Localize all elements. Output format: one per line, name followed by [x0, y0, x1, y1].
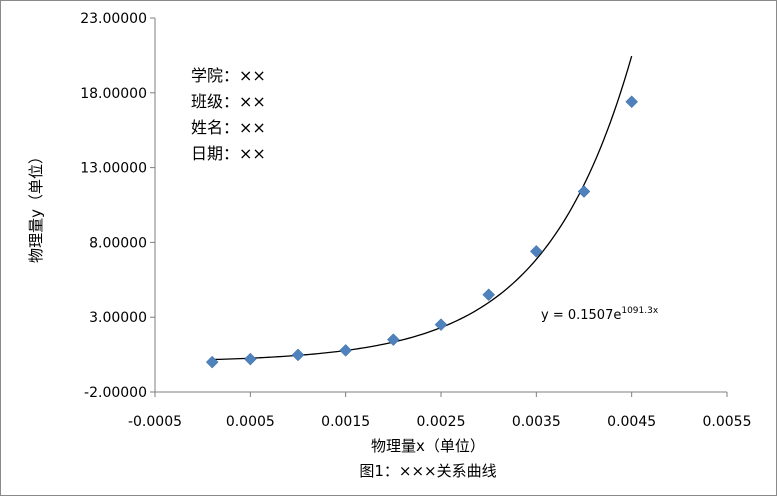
info-line-college: 学院：××	[191, 66, 266, 85]
info-line-date: 日期：××	[191, 144, 266, 163]
x-tick-label: -0.0005	[128, 414, 182, 430]
data-point	[243, 352, 257, 366]
trendline-equation-exponent: 1091.3x	[621, 306, 658, 316]
figure-caption: 图1：×××关系曲线	[359, 462, 496, 480]
data-point	[529, 245, 543, 258]
y-tick-label: 18.00000	[80, 86, 147, 102]
y-axis-title: 物理量y（单位）	[27, 149, 45, 263]
x-tick-label: 0.0025	[417, 414, 466, 430]
data-point	[386, 333, 400, 346]
x-axis-title: 物理量x（单位）	[371, 437, 485, 455]
x-tick-label: 0.0015	[321, 414, 370, 430]
data-point	[205, 355, 219, 369]
x-tick-label: 0.0045	[607, 414, 656, 430]
data-point	[625, 95, 639, 109]
ticks: -2.00000 3.00000 8.00000 13.00000 18.00000 23…	[80, 11, 751, 430]
trendline-curve	[212, 55, 633, 361]
y-tick-label: 8.00000	[89, 235, 147, 251]
x-tick-label: 0.0055	[703, 414, 752, 430]
y-tick-label: 13.00000	[80, 161, 147, 177]
data-point	[434, 318, 448, 332]
data-point	[291, 348, 305, 362]
info-line-name: 姓名：××	[191, 118, 266, 137]
data-point	[339, 344, 353, 357]
y-tick-label: 3.00000	[89, 310, 147, 326]
x-tick-label: 0.0005	[226, 414, 275, 430]
y-tick-label: -2.00000	[84, 385, 147, 401]
info-line-class: 班级：××	[191, 92, 266, 111]
info-block: 学院：×× 班级：×× 姓名：×× 日期：××	[191, 66, 266, 163]
data-point	[482, 288, 496, 302]
y-tick-label: 23.00000	[80, 11, 147, 27]
data-point	[577, 185, 591, 198]
x-tick-label: 0.0035	[512, 414, 561, 430]
trendline-equation-main: y = 0.1507e	[541, 308, 621, 323]
trendline-equation: y = 0.1507e1091.3x	[541, 306, 659, 323]
data-points	[205, 95, 639, 369]
